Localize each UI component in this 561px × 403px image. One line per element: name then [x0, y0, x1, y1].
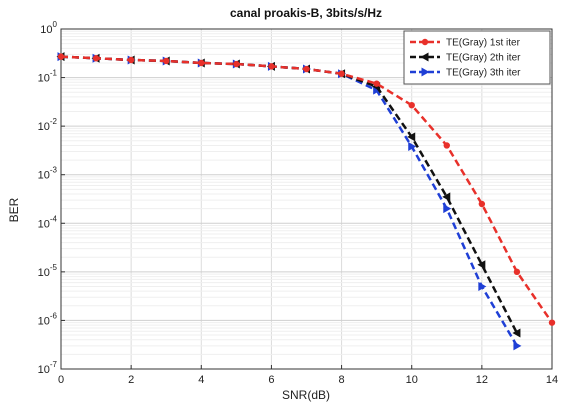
- data-point: [127, 56, 135, 64]
- data-point: [268, 63, 275, 70]
- legend-label: TE(Gray) 3th iter: [446, 68, 521, 79]
- data-point: [57, 53, 65, 60]
- x-tick-label: 8: [339, 374, 345, 386]
- y-tick-label: 10-2: [38, 117, 58, 133]
- x-tick-label: 2: [128, 374, 134, 386]
- data-point: [443, 204, 452, 214]
- series-line: [60, 55, 519, 347]
- x-tick-label: 6: [268, 374, 274, 386]
- chart-title: canal proakis-B, 3bits/s/Hz: [230, 6, 382, 20]
- legend-marker: [420, 52, 429, 62]
- data-point: [408, 101, 415, 109]
- legend-marker: [421, 38, 429, 46]
- x-tick-label: 10: [406, 374, 418, 386]
- data-point: [163, 57, 170, 65]
- y-tick-label: 10-5: [38, 263, 58, 279]
- data-point: [92, 55, 100, 62]
- plot-area: [60, 28, 553, 370]
- x-axis-label: SNR(dB): [282, 388, 330, 402]
- x-tick-label: 0: [58, 374, 64, 386]
- data-point: [477, 260, 486, 270]
- legend-entry: TE(Gray) 1st iter: [410, 38, 521, 49]
- data-point: [338, 70, 345, 77]
- data-point: [478, 200, 486, 208]
- data-point: [198, 59, 205, 67]
- y-axis-ticks: 100 10-1 10-2 10-3 10-4 10-5 10-6 10-7: [38, 20, 65, 376]
- x-tick-label: 4: [198, 374, 204, 386]
- y-tick-label: 10-3: [38, 166, 58, 182]
- series-1: [57, 53, 556, 326]
- data-point: [408, 142, 417, 152]
- data-point: [373, 80, 380, 87]
- y-tick-label: 10-6: [38, 311, 58, 327]
- data-point: [512, 328, 521, 338]
- x-axis-ticks: 0 2 4 6 8 10 12 14: [58, 365, 558, 386]
- series-lines: [56, 52, 556, 351]
- data-point: [407, 132, 416, 142]
- legend-marker: [421, 67, 430, 77]
- legend-entry: TE(Gray) 3th iter: [410, 67, 521, 79]
- legend-label: TE(Gray) 2th iter: [446, 53, 521, 64]
- data-point: [443, 142, 450, 149]
- data-point: [478, 281, 487, 291]
- y-tick-label: 10-4: [38, 214, 58, 230]
- plot-background: [61, 29, 552, 369]
- y-tick-label: 10-1: [38, 69, 58, 85]
- data-point: [513, 268, 521, 276]
- legend-label: TE(Gray) 1st iter: [446, 38, 521, 49]
- x-tick-label: 12: [476, 374, 488, 386]
- x-tick-label: 14: [546, 374, 558, 386]
- data-point: [442, 192, 451, 202]
- data-point: [233, 60, 240, 68]
- legend-entry: TE(Gray) 2th iter: [410, 52, 521, 64]
- y-tick-label: 10-7: [38, 360, 58, 376]
- data-point: [548, 319, 556, 326]
- data-point: [303, 65, 310, 73]
- y-tick-label: 100: [40, 20, 57, 36]
- data-point: [513, 341, 522, 351]
- legend: TE(Gray) 1st iter TE(Gray) 2th iter TE(Gra…: [403, 30, 551, 85]
- y-axis-label: BER: [7, 197, 21, 222]
